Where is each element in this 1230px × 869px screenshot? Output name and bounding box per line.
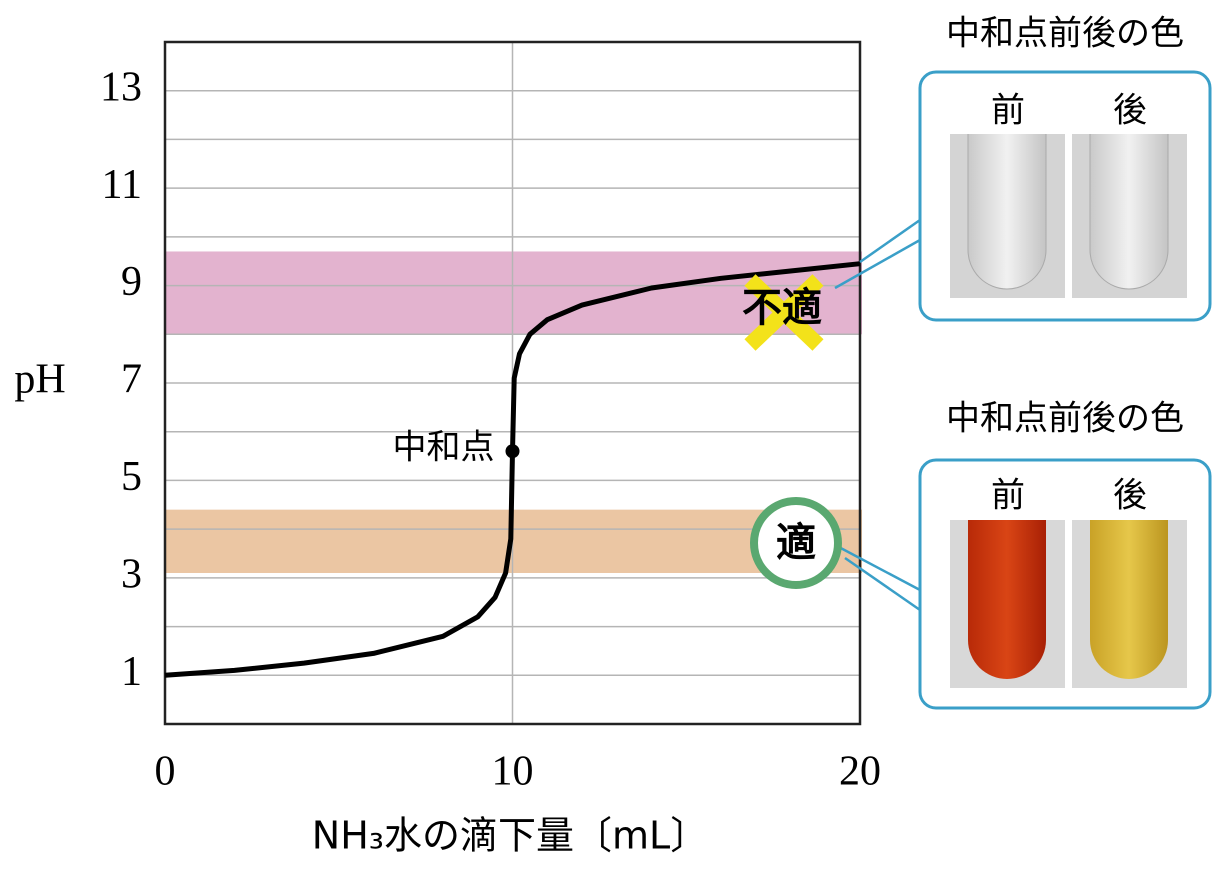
band-label: 不適	[742, 285, 822, 331]
x-tick-label: 20	[839, 749, 881, 795]
callout-title: 中和点前後の色	[946, 14, 1184, 54]
y-tick-label: 9	[121, 259, 142, 305]
callout-after: 後	[1113, 91, 1147, 131]
x-tick-label: 10	[492, 749, 534, 795]
y-tick-label: 3	[121, 551, 142, 597]
annotation: 中和点	[393, 428, 495, 468]
y-tick-label: 7	[121, 357, 142, 403]
y-axis-label: pH	[14, 357, 65, 403]
equivalence-point	[506, 444, 520, 458]
callout-before: 前	[991, 476, 1025, 516]
x-tick-label: 0	[155, 749, 176, 795]
y-tick-label: 13	[100, 64, 142, 110]
x-axis-label: NH₃水の滴下量〔mL〕	[312, 814, 708, 858]
callout-before: 前	[991, 91, 1025, 131]
y-tick-label: 5	[121, 454, 142, 500]
y-tick-label: 11	[102, 162, 142, 208]
callout-title: 中和点前後の色	[946, 399, 1184, 439]
chart: 中和点前後の色 前 後 中和点前後の色 前 後 不適 適 pH NH₃水の滴下量…	[0, 0, 1230, 869]
band-label: 適	[776, 520, 816, 566]
y-tick-label: 1	[121, 649, 142, 695]
callout-after: 後	[1113, 476, 1147, 516]
